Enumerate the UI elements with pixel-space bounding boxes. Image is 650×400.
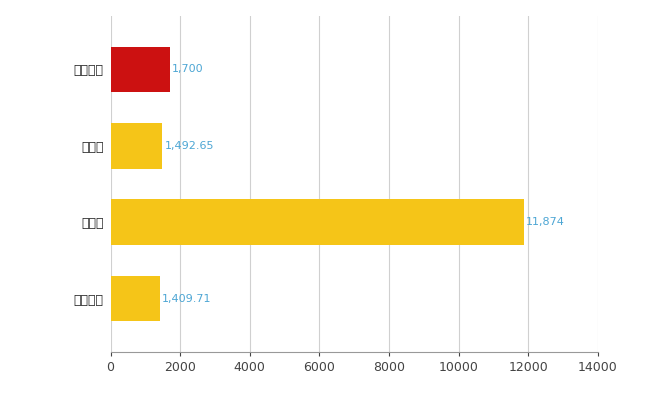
Text: 11,874: 11,874: [526, 217, 565, 227]
Bar: [111, 46, 170, 92]
Bar: [111, 199, 524, 245]
Bar: [111, 276, 160, 322]
Text: 1,409.71: 1,409.71: [162, 294, 211, 304]
Bar: [111, 123, 162, 169]
Text: 1,492.65: 1,492.65: [164, 141, 214, 151]
Text: 1,700: 1,700: [172, 64, 203, 74]
